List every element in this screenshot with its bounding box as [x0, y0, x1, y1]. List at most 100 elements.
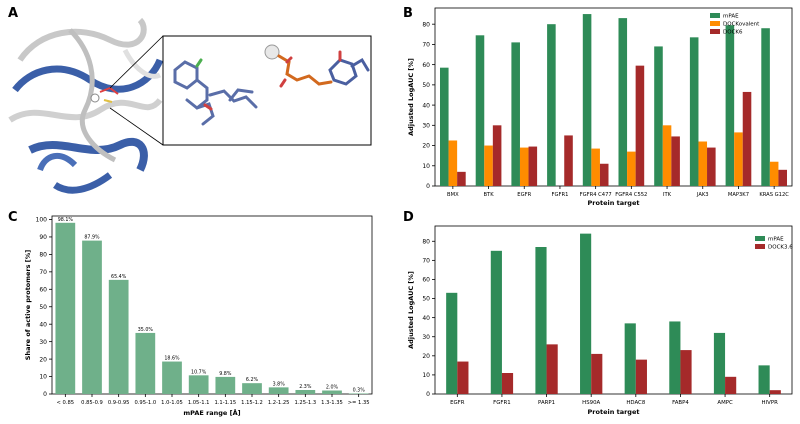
protein-ribbon-illustration: [8, 17, 164, 194]
bar-data-label: 87.9%: [84, 235, 100, 241]
bar: [546, 344, 558, 394]
legend-swatch: [710, 13, 720, 18]
x-tick-label: FGFR1: [493, 400, 511, 406]
bar-data-label: 2.3%: [299, 384, 312, 390]
bar-data-label: 65.4%: [111, 274, 127, 280]
y-tick-label: 40: [39, 321, 47, 328]
bar: [348, 393, 369, 394]
x-tick-label: FGFR4 C477: [580, 192, 612, 198]
bar: [635, 65, 645, 186]
chart-b: 0 10 20 30 40 50 60 70 80 Adjusted LogAUC [%] Prot…: [407, 7, 793, 207]
bar-data-label: 3.8%: [273, 381, 286, 387]
bar: [725, 376, 737, 394]
x-tick-label: FGFR4 C552: [615, 192, 647, 198]
x-tick-label: 1.05-1.1: [188, 400, 210, 406]
bar: [519, 147, 529, 186]
y-tick-label: 90: [39, 234, 47, 241]
legend-swatch: [710, 29, 720, 34]
x-tick-label: 0.85-0.9: [81, 400, 103, 406]
y-tick-label: 80: [422, 21, 430, 28]
bar: [654, 46, 663, 186]
bar: [671, 136, 680, 186]
bar: [446, 292, 458, 394]
x-tick-label: EGFR: [517, 192, 531, 198]
reference-ligand-illustration: [264, 44, 370, 88]
bar-data-label: 0.3%: [353, 387, 366, 393]
bar: [624, 323, 636, 394]
y-tick-label: 20: [422, 353, 430, 360]
x-tick-label: 1.15-1.2: [241, 400, 263, 406]
x-tick-label: 1.25-1.3: [294, 400, 316, 406]
bar: [492, 125, 502, 186]
y-tick-label: 80: [422, 238, 430, 245]
bar: [55, 222, 76, 394]
panel-letter-b: B: [403, 6, 413, 21]
bar-data-label: 9.8%: [219, 371, 232, 377]
bar: [448, 140, 458, 186]
panel-letter-c: C: [8, 210, 18, 225]
x-tick-label: BMX: [447, 192, 459, 198]
x-axis-label: Protein target: [588, 199, 640, 207]
bar: [599, 163, 609, 186]
bar: [564, 135, 573, 186]
plot-frame: [434, 7, 793, 187]
bar: [215, 376, 236, 394]
x-tick-label: FABP4: [672, 400, 689, 406]
plot-frame: [434, 225, 793, 395]
protein-structure-image: [8, 17, 372, 194]
bar: [188, 375, 209, 394]
bar: [618, 18, 628, 187]
panel-letter-a: A: [8, 6, 19, 21]
y-tick-label: 50: [422, 82, 430, 89]
x-tick-label: PARP1: [538, 400, 555, 406]
bar: [627, 151, 636, 186]
bar-data-label: 10.7%: [191, 369, 207, 375]
bar-data-label: 98.1%: [58, 217, 74, 223]
y-tick-label: 50: [422, 296, 430, 303]
bar: [242, 383, 262, 394]
bar: [680, 350, 692, 394]
bar: [761, 28, 770, 187]
legend-label: DOCK3.6: [768, 245, 793, 251]
x-tick-label: JAK3: [696, 192, 709, 198]
legend-label: mPAE: [768, 237, 784, 243]
bar: [457, 171, 466, 186]
bar: [591, 148, 600, 186]
bar: [689, 37, 699, 186]
x-tick-label: KRAS G12C: [759, 192, 789, 198]
plot-frame: [51, 215, 373, 395]
bar-data-label: 6.2%: [246, 377, 259, 383]
bar: [457, 361, 469, 394]
y-tick-label: 30: [422, 334, 430, 341]
y-tick-label: 10: [39, 374, 47, 381]
bar: [582, 14, 592, 187]
bar: [475, 35, 485, 186]
bar: [742, 91, 752, 186]
bar: [490, 250, 502, 394]
bar: [82, 240, 102, 394]
y-tick-label: 50: [39, 304, 47, 311]
bar: [778, 169, 788, 186]
bar: [547, 24, 556, 186]
bar: [769, 161, 779, 186]
x-tick-label: HIVPR: [762, 400, 779, 406]
y-tick-label: 30: [422, 123, 430, 130]
bar: [734, 132, 743, 186]
bar: [528, 146, 538, 186]
x-tick-label: 1.1-1.15: [214, 400, 236, 406]
legend-label: DOCK6: [723, 30, 743, 36]
bar: [322, 390, 342, 394]
y-tick-label: 20: [422, 143, 430, 150]
chart-c: 0 10 20 30 40 50 60 70 80 90 100 Share of active pr…: [24, 215, 373, 417]
bar: [268, 387, 289, 394]
bar: [511, 42, 520, 186]
ligand-illustration: [173, 58, 258, 126]
y-tick-label: 60: [422, 62, 430, 69]
bar: [580, 233, 592, 394]
y-tick-label: 60: [39, 286, 47, 293]
bar: [108, 279, 129, 394]
y-axis-label: Share of active protomers [%]: [24, 250, 32, 361]
bar: [635, 359, 647, 394]
x-tick-label: EGFR: [450, 400, 465, 406]
x-tick-label: FGFR1: [551, 192, 568, 198]
